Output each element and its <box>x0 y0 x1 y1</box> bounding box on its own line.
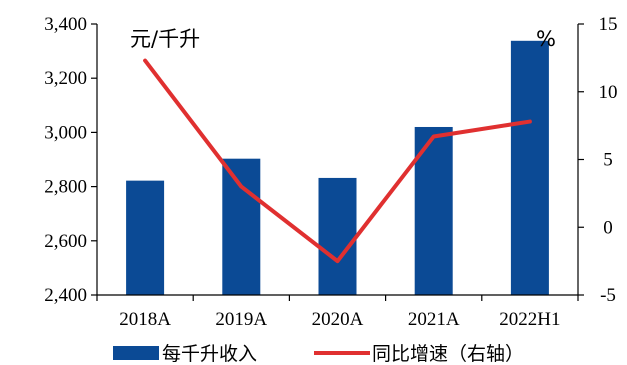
left-tick-label: 3,000 <box>44 122 87 143</box>
bar-2022H1 <box>510 40 549 295</box>
left-tick-label: 3,200 <box>44 68 87 89</box>
right-tick-label: 10 <box>599 82 618 103</box>
left-tick-label: 3,400 <box>44 14 87 35</box>
legend: 每千升收入 同比增速（右轴） <box>113 343 524 365</box>
x-tick-label: 2018A <box>119 309 171 330</box>
bar-2018A <box>126 180 165 295</box>
left-axis-unit-label: 元/千升 <box>130 27 200 51</box>
right-tick-label: -5 <box>600 285 616 306</box>
left-axis-ticks: 2,400 2,600 2,800 3,000 3,200 3,400 <box>44 14 97 306</box>
right-tick-label: 5 <box>603 150 613 171</box>
x-tick-label: 2020A <box>312 309 364 330</box>
legend-bar-label: 每千升收入 <box>162 343 257 365</box>
left-tick-label: 2,600 <box>44 231 87 252</box>
x-tick-label: 2022H1 <box>499 309 560 330</box>
left-tick-label: 2,800 <box>44 177 87 198</box>
right-tick-label: 15 <box>599 14 618 35</box>
bar-2019A <box>222 158 261 295</box>
left-tick-label: 2,400 <box>44 285 87 306</box>
legend-line-label: 同比增速（右轴） <box>372 343 524 365</box>
x-tick-label: 2021A <box>408 309 460 330</box>
right-axis-unit-label: % <box>536 27 556 51</box>
legend-bar-swatch <box>113 346 159 360</box>
bar-2020A <box>318 177 357 295</box>
right-tick-label: 0 <box>603 217 613 238</box>
bars-layer <box>126 40 549 295</box>
line-layer <box>143 58 532 264</box>
x-tick-label: 2019A <box>215 309 267 330</box>
x-axis-ticks: 2018A 2019A 2020A 2021A 2022H1 <box>96 295 579 330</box>
right-axis-ticks: -5 0 5 10 15 <box>578 14 618 306</box>
